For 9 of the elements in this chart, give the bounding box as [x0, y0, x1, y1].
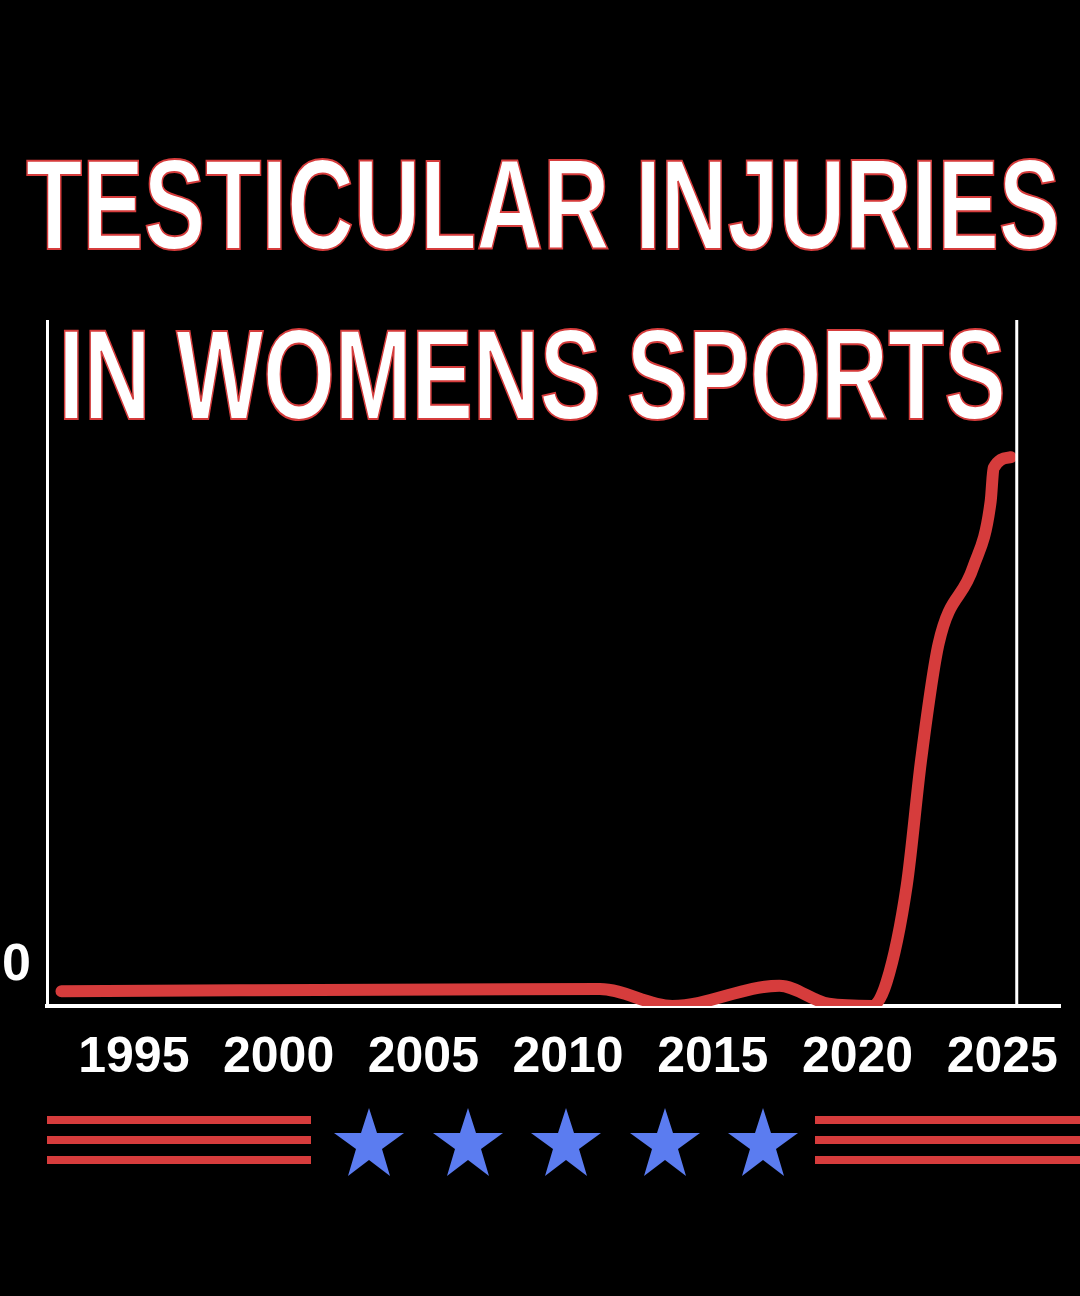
x-tick-label: 2010	[512, 1026, 624, 1083]
x-tick-label: 2000	[222, 1026, 335, 1083]
x-tick-label: 2005	[367, 1026, 479, 1083]
text: 0	[2, 933, 31, 992]
x-tick-label: 2025	[946, 1026, 1058, 1083]
x-tick-label: 2015	[657, 1026, 769, 1083]
chart-title: TESTICULAR INJURIES IN WOMENS SPORTS	[26, 132, 1061, 448]
x-tick-label: 1995	[78, 1026, 190, 1083]
x-tick-label: 2020	[801, 1026, 914, 1083]
